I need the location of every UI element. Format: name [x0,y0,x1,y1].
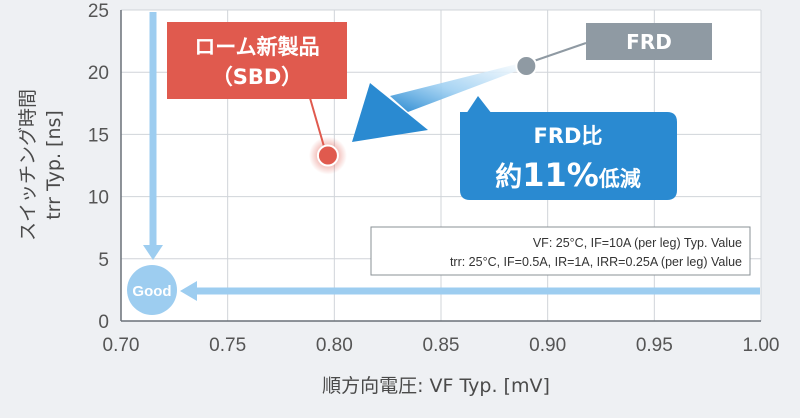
x-tick-label: 0.75 [209,335,246,356]
comparison-line1: FRD比 [534,124,603,148]
y-tick-label: 0 [98,312,109,333]
axes: 0.70 0.75 0.80 0.85 0.90 0.95 1.00 0 5 10 15 20 25 [88,1,780,356]
y-tick-label: 20 [88,63,109,84]
comparison-callout: FRD比 約11%低減 [460,96,677,200]
conditions-note-line2: trr: 25°C, IF=0.5A, IR=1A, IRR=0.25A (pe… [450,255,742,269]
x-tick-label: 0.80 [316,335,353,356]
y-tick-label: 10 [88,188,109,209]
comparison-suffix: 低減 [598,167,641,191]
x-tick-label: 0.95 [636,335,673,356]
good-arrowhead-down [143,245,163,260]
x-tick-label: 0.90 [529,335,566,356]
frd-leader-line [527,42,587,64]
comparison-prefix: 約 [495,161,522,193]
comparison-box [460,112,677,200]
good-arrowhead-left [180,281,197,301]
comparison-box-notch [466,96,492,114]
sbd-label-box [167,22,347,99]
good-label: Good [132,283,171,300]
reduction-arrow-beam [390,62,525,112]
good-badge [127,265,177,315]
frd-callout: FRD [527,23,712,64]
x-axis-title: 順方向電圧: VF Typ. [mV] [322,375,550,397]
sbd-label-line2: （SBD） [212,65,303,89]
frd-label: FRD [626,30,672,54]
y-axis-title-line2: trr Typ. [ns] [43,110,65,220]
y-tick-label: 25 [88,1,109,22]
conditions-note-line1: VF: 25°C, IF=10A (per leg) Typ. Value [533,236,742,250]
sbd-callout: ローム新製品 （SBD） [167,22,347,151]
comparison-value: 11% [522,156,599,194]
data-points [308,54,538,175]
frd-data-point [515,54,538,77]
comparison-line2: 約11%低減 [495,156,641,194]
reduction-arrow [352,62,525,142]
y-tick-label: 15 [88,125,109,146]
y-tick-label: 5 [98,250,109,271]
reduction-arrowhead [352,83,428,142]
x-tick-label: 0.85 [423,335,460,356]
conditions-note: VF: 25°C, IF=10A (per leg) Typ. Value tr… [370,226,751,276]
conditions-note-box [370,226,751,276]
frd-label-box [586,23,712,60]
sbd-data-point [316,144,339,167]
sbd-label-line1: ローム新製品 [194,35,319,59]
good-arrows: Good [127,12,760,315]
x-tick-label: 1.00 [743,335,780,356]
x-tick-label: 0.70 [103,335,140,356]
y-axis-title-line1: スイッチング時間 [17,89,39,241]
